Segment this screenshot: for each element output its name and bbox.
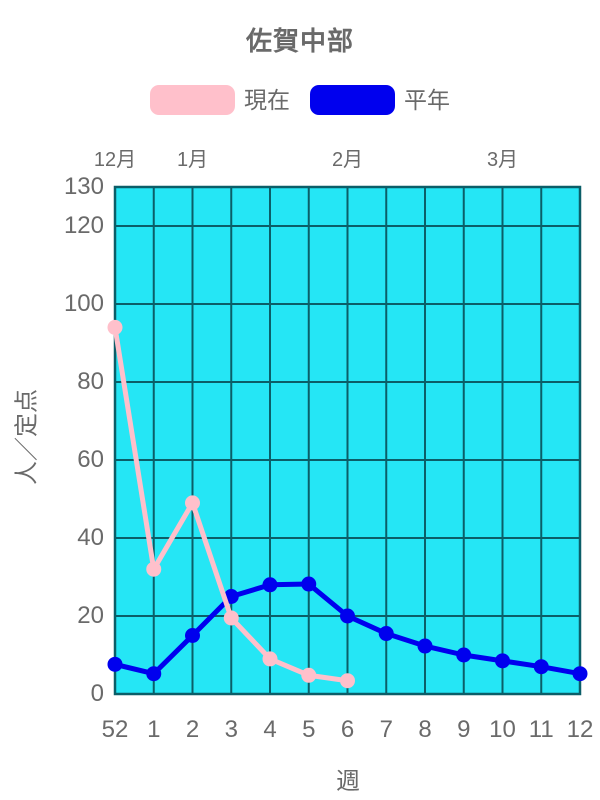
data-point-normal [572, 666, 588, 682]
x-axis-tick-label: 12 [566, 716, 594, 743]
y-axis-tick-label: 20 [77, 602, 104, 629]
x-axis-tick-label: 11 [528, 716, 554, 743]
y-axis-tick-label: 120 [63, 212, 104, 239]
x-axis-tick-label: 4 [263, 716, 277, 743]
x-axis-title: 週 [336, 768, 360, 795]
x-axis-tick-label: 1 [147, 716, 161, 743]
legend-label-current: 現在 [244, 87, 290, 113]
y-axis-tick-label: 80 [77, 368, 104, 395]
chart-legend: 現在 平年 [0, 85, 600, 115]
legend-item-current: 現在 [150, 85, 290, 115]
legend-swatch-normal [310, 85, 395, 115]
x-axis-tick-label: 10 [489, 716, 516, 743]
y-axis-tick-label: 100 [63, 290, 104, 317]
data-point-normal [107, 656, 123, 672]
data-point-current [146, 561, 162, 577]
x-axis-tick-label: 6 [340, 716, 355, 743]
x-axis-tick-label: 8 [418, 716, 432, 743]
data-point-current [301, 667, 317, 683]
plot-area [107, 185, 588, 696]
data-point-normal [456, 647, 472, 663]
month-label: 3月 [486, 149, 519, 171]
y-axis-tick-label: 40 [77, 524, 104, 551]
data-point-current [262, 651, 278, 667]
plot-border [113, 185, 582, 696]
data-point-normal [417, 638, 433, 654]
x-axis-tick-label: 5 [302, 716, 316, 743]
data-point-normal [533, 659, 549, 675]
chart-title: 佐賀中部 [245, 26, 354, 56]
legend-label-normal: 平年 [404, 87, 450, 113]
x-axis-tick-label: 2 [185, 716, 200, 743]
data-point-normal [378, 626, 394, 642]
data-point-normal [495, 653, 510, 669]
data-point-normal [262, 577, 278, 593]
chart-canvas [107, 185, 588, 696]
data-point-current [340, 673, 355, 689]
data-point-normal [185, 628, 200, 643]
y-axis-tick-label: 0 [90, 680, 104, 707]
x-axis-tick-label: 9 [457, 716, 471, 743]
data-point-current [185, 495, 200, 511]
data-point-current [223, 610, 239, 626]
y-axis-tick-label: 60 [77, 446, 104, 473]
legend-item-normal: 平年 [310, 85, 450, 115]
data-point-normal [340, 608, 355, 624]
legend-swatch-current [150, 85, 235, 115]
y-axis-title: 人／定点 [13, 389, 41, 485]
month-label: 12月 [93, 149, 137, 171]
x-axis-tick-label: 52 [101, 716, 129, 743]
month-label: 1月 [176, 149, 209, 171]
month-label: 2月 [331, 149, 364, 171]
x-axis-tick-label: 7 [379, 716, 393, 743]
data-point-current [107, 319, 123, 335]
y-axis-tick-label: 130 [63, 173, 104, 200]
x-axis-tick-label: 3 [224, 716, 238, 743]
data-point-normal [146, 666, 162, 682]
data-point-normal [301, 576, 317, 592]
